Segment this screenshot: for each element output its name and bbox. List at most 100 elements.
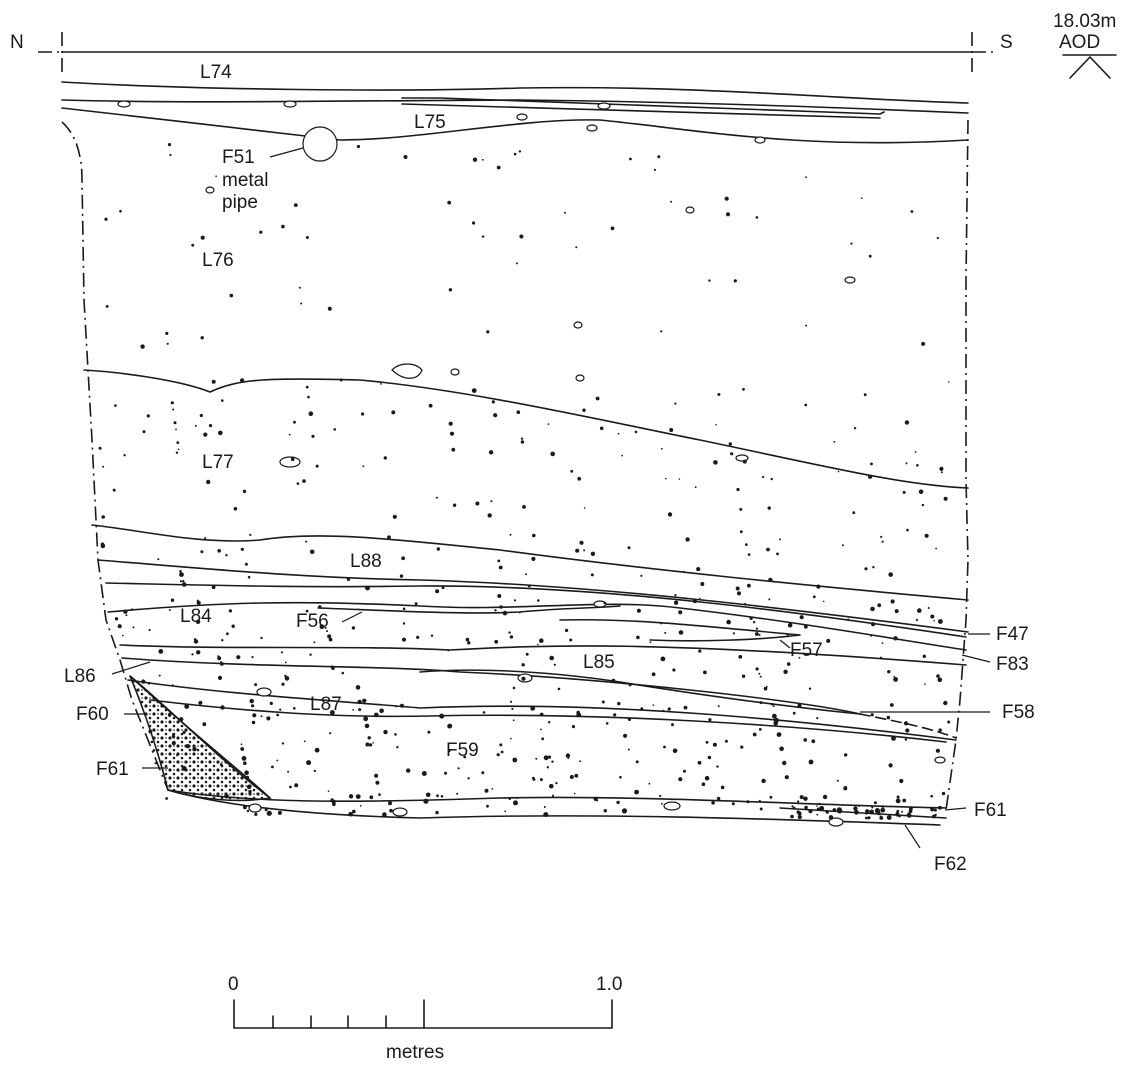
sediment-dot: [269, 701, 273, 706]
sediment-dot: [513, 800, 518, 806]
sediment-dot: [175, 428, 177, 431]
sediment-dot: [765, 685, 768, 688]
sediment-dot: [699, 597, 701, 600]
sediment-dot: [803, 738, 807, 742]
sediment-dot: [362, 698, 367, 703]
sediment-dot: [728, 442, 732, 446]
sediment-dot: [329, 732, 332, 735]
sediment-dot: [105, 305, 109, 308]
sediment-dot: [475, 501, 480, 506]
label-f59: F59: [446, 740, 479, 761]
sediment-dot: [784, 775, 789, 780]
sediment-dot: [486, 330, 490, 334]
sediment-dot: [447, 200, 452, 205]
sediment-dot: [452, 503, 457, 507]
sediment-dot: [936, 236, 939, 240]
scale-unit: metres: [386, 1042, 444, 1063]
sediment-dot: [206, 479, 211, 485]
sediment-dot: [220, 662, 224, 666]
sediment-dot: [423, 798, 429, 804]
sediment-dot: [482, 711, 486, 714]
sediment-dot: [251, 704, 255, 708]
sediment-dot: [669, 428, 674, 432]
sediment-dot: [518, 611, 521, 614]
sediment-dot: [394, 733, 397, 736]
sediment-dot: [181, 582, 187, 587]
sediment-dot: [766, 547, 770, 552]
sediment-dot: [648, 782, 651, 785]
metal-pipe-f51: [302, 126, 338, 162]
sediment-dot: [307, 395, 310, 399]
sediment-dot: [896, 809, 900, 813]
sediment-dot: [816, 813, 819, 816]
sediment-dot: [935, 547, 937, 550]
sediment-dot: [220, 705, 225, 710]
sediment-dot: [499, 605, 503, 609]
sediment-dot: [934, 813, 937, 817]
sediment-dot: [268, 812, 271, 816]
sediment-dot: [497, 559, 501, 563]
sediment-dot: [880, 807, 886, 813]
sediment-dot: [841, 544, 844, 547]
sediment-dot: [627, 717, 632, 721]
sediment-dot: [759, 807, 763, 811]
sediment-dot: [894, 609, 899, 614]
sediment-dot: [726, 619, 731, 625]
sediment-dot: [123, 609, 128, 614]
sediment-dot: [551, 794, 555, 797]
sediment-dot: [547, 755, 552, 759]
sediment-dot: [772, 713, 777, 719]
sediment-dot: [947, 720, 951, 724]
sediment-dot: [847, 618, 850, 621]
sediment-dot: [247, 575, 251, 579]
sediment-dot: [682, 570, 685, 573]
sediment-dot: [893, 677, 898, 682]
sediment-dot: [132, 626, 135, 629]
sediment-dot: [532, 533, 536, 538]
sediment-dot: [818, 802, 821, 806]
sediment-dot: [662, 709, 665, 712]
sediment-dot: [634, 430, 638, 434]
sediment-dot: [157, 558, 160, 561]
sediment-dot: [196, 650, 201, 655]
sediment-dot: [172, 408, 175, 411]
sediment-dot: [313, 641, 316, 644]
sediment-dot: [611, 678, 616, 683]
sediment-dot: [948, 381, 950, 383]
sediment-dot: [776, 732, 782, 737]
sediment-dot: [741, 674, 746, 678]
sediment-dot: [761, 778, 766, 784]
sediment-dot: [574, 773, 579, 778]
sediment-dot: [318, 605, 322, 609]
sediment-dot: [176, 754, 178, 757]
sediment-dot: [510, 700, 513, 703]
sediment-dot: [131, 608, 134, 611]
sediment-dot: [531, 556, 536, 562]
sediment-dot: [509, 533, 512, 536]
sediment-dot: [796, 810, 800, 814]
sediment-dot: [660, 622, 663, 625]
sediment-dot: [241, 756, 247, 761]
sediment-dot: [148, 628, 151, 632]
sediment-dot: [853, 806, 858, 811]
sediment-dot: [916, 464, 919, 467]
sediment-dot: [191, 653, 194, 656]
sediment-dot: [154, 762, 157, 765]
sediment-dot: [549, 655, 554, 661]
sediment-dot: [355, 685, 361, 690]
sediment-dot: [281, 682, 285, 686]
sediment-dot: [716, 796, 721, 801]
sediment-dot: [447, 649, 450, 652]
label-l85: L85: [583, 652, 615, 673]
sediment-dot: [467, 777, 470, 780]
sediment-dot: [240, 743, 243, 745]
sediment-dot: [142, 430, 146, 434]
sediment-dot: [623, 733, 628, 738]
label-l74: L74: [200, 62, 232, 83]
sediment-dot: [114, 617, 119, 621]
sediment-dot: [148, 729, 153, 734]
sediment-dot: [508, 797, 511, 801]
sediment-dot: [277, 810, 282, 815]
sediment-dot: [352, 709, 355, 711]
sediment-dot: [640, 707, 644, 710]
